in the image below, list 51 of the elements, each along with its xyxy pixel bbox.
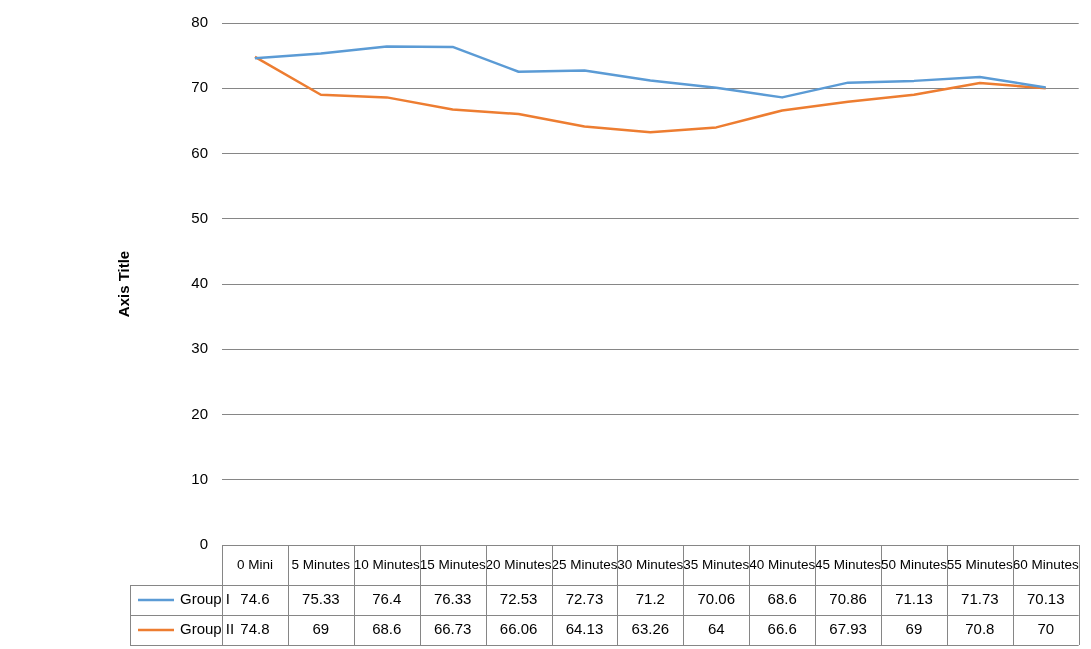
data-label: 66.6 xyxy=(767,620,797,638)
data-label: 74.6 xyxy=(240,590,270,608)
data-label: 72.73 xyxy=(565,590,604,608)
data-label: 66.73 xyxy=(433,620,472,638)
x-tick-label: 50 Minutes xyxy=(880,556,948,572)
data-label: 76.33 xyxy=(433,590,472,608)
y-tick-label: 40 xyxy=(191,274,208,292)
y-axis-title: Axis Title xyxy=(115,250,133,318)
x-tick-label: 20 Minutes xyxy=(485,556,552,572)
data-label: 69 xyxy=(905,620,923,638)
x-tick-label: 25 Minutes xyxy=(551,556,618,572)
legend-label: Group II xyxy=(180,620,235,638)
data-label: 70 xyxy=(1037,620,1055,638)
x-tick-label: 10 Minutes xyxy=(353,556,421,572)
data-label: 71.13 xyxy=(895,590,933,608)
data-label: 63.26 xyxy=(631,620,670,638)
data-label: 64 xyxy=(707,620,725,638)
data-label: 70.8 xyxy=(965,620,995,638)
x-tick-label: 35 Minutes xyxy=(683,556,750,572)
y-tick-label: 50 xyxy=(191,208,208,226)
y-tick-label: 60 xyxy=(191,143,208,161)
x-tick-label: 15 Minutes xyxy=(419,556,486,572)
data-label: 75.33 xyxy=(302,590,340,608)
x-tick-label: 0 Mini xyxy=(236,556,273,572)
data-label: 66.06 xyxy=(499,620,538,638)
data-label: 68.6 xyxy=(372,620,402,638)
x-tick-label: 30 Minutes xyxy=(617,556,684,572)
y-tick-label: 30 xyxy=(191,339,208,357)
data-label: 70.06 xyxy=(697,590,736,608)
data-label: 69 xyxy=(312,620,330,638)
x-tick-label: 5 Minutes xyxy=(291,556,351,572)
legend-label: Group I xyxy=(180,590,231,608)
x-tick-label: 55 Minutes xyxy=(946,556,1014,572)
y-tick-label: 10 xyxy=(191,469,208,487)
data-label: 74.8 xyxy=(240,620,270,638)
data-label: 72.53 xyxy=(499,590,538,608)
x-tick-label: 45 Minutes xyxy=(815,556,882,572)
data-label: 64.13 xyxy=(565,620,604,638)
data-label: 67.93 xyxy=(829,620,867,638)
x-tick-label: 60 Minutes xyxy=(1012,556,1080,572)
y-tick-label: 80 xyxy=(191,13,208,31)
data-label: 70.86 xyxy=(829,590,867,608)
data-label: 71.73 xyxy=(961,590,999,608)
data-label: 70.13 xyxy=(1026,590,1065,608)
data-label: 76.4 xyxy=(372,590,402,608)
y-tick-label: 0 xyxy=(199,535,208,553)
data-label: 71.2 xyxy=(635,590,665,608)
x-tick-label: 40 Minutes xyxy=(749,556,816,572)
data-label: 68.6 xyxy=(767,590,797,608)
y-tick-label: 20 xyxy=(191,404,208,422)
y-tick-label: 70 xyxy=(191,78,208,96)
